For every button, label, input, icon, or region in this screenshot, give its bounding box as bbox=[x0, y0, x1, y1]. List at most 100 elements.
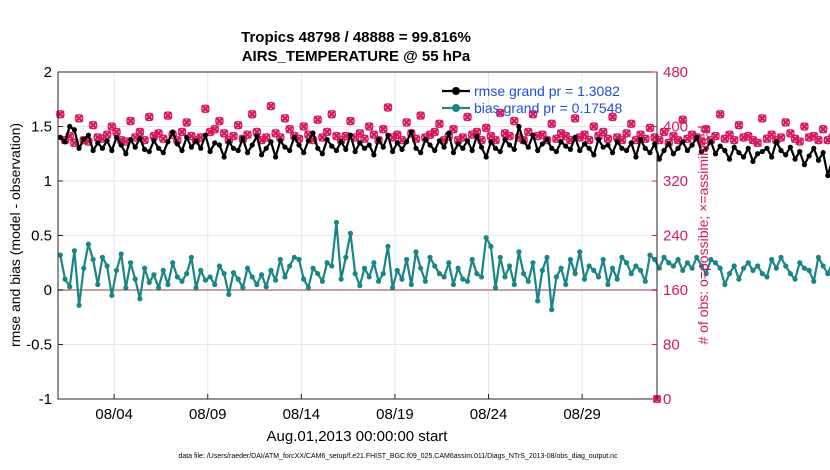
bias-point bbox=[123, 285, 129, 291]
rmse-point bbox=[216, 142, 223, 148]
rmse-point bbox=[497, 148, 503, 155]
chart-subtitle: AIRS_TEMPERATURE @ 55 hPa bbox=[242, 48, 471, 65]
rmse-point bbox=[296, 142, 302, 148]
obs-possible-point bbox=[299, 122, 308, 131]
obs-assimilated-point bbox=[453, 135, 463, 145]
bias-point bbox=[521, 271, 527, 277]
obs-possible-point bbox=[378, 124, 388, 134]
obs-assimilated-point bbox=[145, 112, 154, 122]
obs-possible-point bbox=[767, 130, 776, 139]
rmse-point bbox=[315, 145, 321, 151]
obs-assimilated-point bbox=[135, 127, 145, 137]
bias-point bbox=[366, 274, 372, 280]
bias-point bbox=[759, 271, 765, 277]
bias-point bbox=[581, 276, 588, 282]
rmse-point bbox=[324, 136, 330, 143]
bias-point bbox=[769, 256, 775, 263]
obs-possible-point bbox=[135, 127, 145, 137]
rmse-point bbox=[820, 150, 826, 156]
obs-assimilated-point bbox=[701, 124, 711, 134]
rmse-point bbox=[240, 135, 246, 142]
bias-point bbox=[797, 260, 803, 266]
rmse-point bbox=[708, 139, 714, 145]
rmse-point bbox=[258, 152, 265, 158]
rmse-point bbox=[652, 141, 658, 147]
bias-point bbox=[156, 285, 162, 291]
obs-possible-point bbox=[158, 134, 168, 144]
bias-point bbox=[623, 260, 630, 266]
bias-point bbox=[394, 267, 400, 273]
obs-possible-point bbox=[734, 120, 744, 130]
rmse-point bbox=[310, 130, 316, 136]
obs-assimilated-point bbox=[378, 124, 388, 134]
ticks-layer: 08/04 08/09 08/14 08/19 08/24 08/29 -1 -0.5 0 0.5… bbox=[26, 64, 688, 423]
rmse-point bbox=[792, 156, 798, 162]
rmse-point bbox=[249, 142, 255, 148]
rmse-point bbox=[235, 147, 241, 154]
bias-point bbox=[113, 267, 120, 273]
rmse-point bbox=[787, 144, 793, 150]
bias-point bbox=[544, 254, 550, 260]
y-tick-label: -1 bbox=[39, 391, 52, 408]
y-tick-label: 1 bbox=[44, 173, 52, 190]
obs-possible-point bbox=[327, 109, 337, 119]
bias-point bbox=[516, 249, 522, 255]
rmse-point bbox=[371, 152, 377, 158]
rmse-point bbox=[394, 140, 400, 146]
y-tick-label: -0.5 bbox=[26, 337, 52, 354]
bias-point bbox=[506, 263, 513, 269]
bias-point bbox=[628, 271, 634, 277]
obs-assimilated-point bbox=[753, 138, 762, 148]
obs-assimilated-point bbox=[112, 127, 121, 137]
bias-point bbox=[694, 254, 700, 260]
bias-point bbox=[525, 278, 531, 284]
bias-point bbox=[460, 276, 466, 282]
bias-point bbox=[642, 278, 648, 284]
bias-point bbox=[633, 263, 639, 269]
bias-point bbox=[483, 235, 489, 241]
series-bias bbox=[57, 219, 830, 313]
bias-point bbox=[783, 263, 789, 269]
obs-assimilated-point bbox=[715, 109, 725, 119]
rmse-point bbox=[740, 154, 747, 160]
bias-point bbox=[146, 279, 152, 285]
rmse-point bbox=[521, 139, 527, 145]
y-right-tick-label: 320 bbox=[663, 173, 688, 190]
legend-rmse-marker bbox=[452, 87, 460, 95]
obs-possible-point bbox=[346, 116, 355, 126]
obs-possible-point bbox=[542, 135, 552, 145]
obs-assimilated-point bbox=[266, 101, 276, 111]
rmse-point bbox=[488, 139, 494, 145]
bias-point bbox=[675, 256, 681, 263]
obs-assimilated-point bbox=[814, 135, 823, 145]
obs-possible-point bbox=[786, 129, 795, 138]
obs-assimilated-point bbox=[402, 118, 411, 127]
obs-possible-point bbox=[584, 135, 594, 145]
rmse-point bbox=[156, 145, 162, 151]
bias-point bbox=[282, 274, 288, 280]
obs-possible-point bbox=[463, 112, 472, 122]
rmse-point bbox=[127, 136, 134, 143]
rmse-point bbox=[446, 130, 452, 136]
bias-point bbox=[165, 281, 171, 288]
rmse-point bbox=[773, 139, 779, 145]
bias-point bbox=[553, 274, 559, 280]
x-axis-label: Aug.01,2013 00:00:00 start bbox=[267, 428, 449, 445]
rmse-point bbox=[642, 145, 648, 151]
bias-point bbox=[647, 252, 653, 258]
rmse-point bbox=[544, 136, 550, 143]
rmse-point bbox=[553, 148, 559, 155]
obs-possible-point bbox=[800, 122, 809, 131]
bias-point bbox=[652, 256, 658, 263]
bias-point bbox=[109, 292, 115, 299]
obs-possible-point bbox=[219, 129, 229, 138]
obs-assimilated-point bbox=[458, 133, 468, 142]
rmse-point bbox=[661, 147, 667, 154]
bias-point bbox=[680, 267, 686, 273]
obs-possible-point bbox=[360, 134, 369, 144]
rmse-point bbox=[90, 147, 96, 154]
rmse-point bbox=[277, 138, 283, 144]
rmse-point bbox=[385, 132, 391, 138]
bias-point bbox=[684, 260, 691, 266]
rmse-point bbox=[549, 145, 555, 151]
